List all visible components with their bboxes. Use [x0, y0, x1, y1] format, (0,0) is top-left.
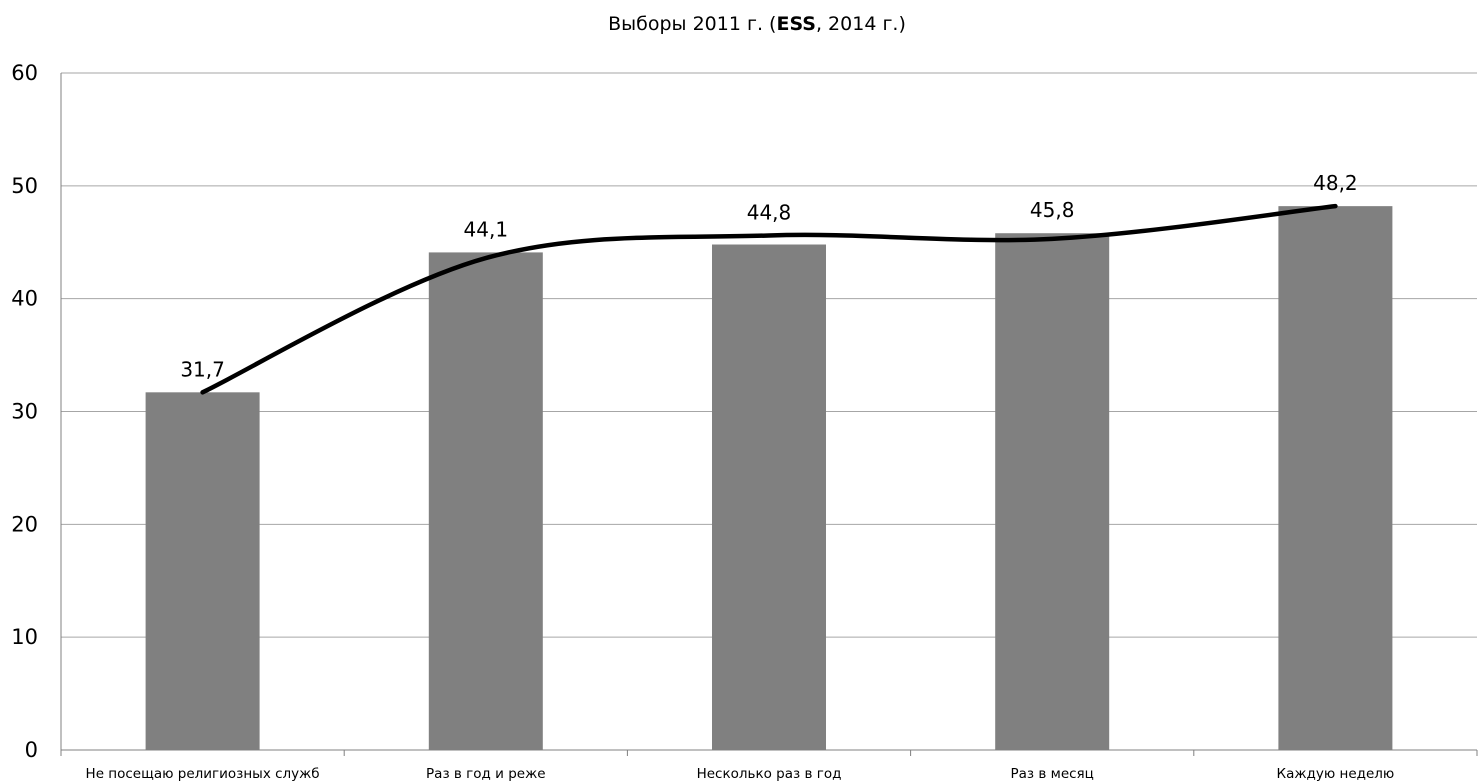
data-label: 44,8 [747, 200, 792, 224]
category-labels: Не посещаю религиозных служб Раз в год и … [86, 766, 1395, 782]
y-tick-label: 60 [11, 61, 38, 85]
bar [145, 392, 260, 750]
bars [145, 206, 1393, 751]
chart-title-suffix: , 2014 г.) [816, 13, 906, 35]
chart-title-bold: ESS [776, 13, 816, 35]
y-axis-ticks: 0 10 20 30 40 50 60 [11, 61, 38, 762]
category-label: Несколько раз в год [697, 766, 842, 782]
data-labels: 31,7 44,1 44,8 45,8 48,2 [180, 171, 1357, 381]
bar [712, 244, 826, 751]
bar [1278, 206, 1393, 751]
y-tick-label: 30 [11, 400, 38, 424]
bar [428, 252, 543, 750]
trendline [200, 203, 1338, 395]
y-tick-label: 50 [11, 174, 38, 198]
chart-title: Выборы 2011 г. (ESS, 2014 г.) [608, 13, 906, 35]
category-label: Раз в год и реже [426, 766, 546, 782]
category-label: Не посещаю религиозных служб [86, 766, 320, 782]
chart-title-prefix: Выборы 2011 г. ( [608, 13, 776, 35]
data-label: 48,2 [1313, 171, 1358, 195]
data-label: 45,8 [1030, 198, 1075, 222]
category-label: Каждую неделю [1277, 766, 1395, 782]
data-label: 44,1 [464, 217, 509, 241]
bar [995, 233, 1110, 750]
y-tick-label: 10 [11, 625, 38, 649]
data-label: 31,7 [180, 357, 225, 381]
y-tick-label: 20 [11, 512, 38, 536]
axes [60, 73, 1478, 756]
y-tick-label: 0 [25, 738, 38, 762]
category-label: Раз в месяц [1011, 766, 1094, 782]
trendline-group [200, 203, 1338, 395]
y-tick-label: 40 [11, 287, 38, 311]
